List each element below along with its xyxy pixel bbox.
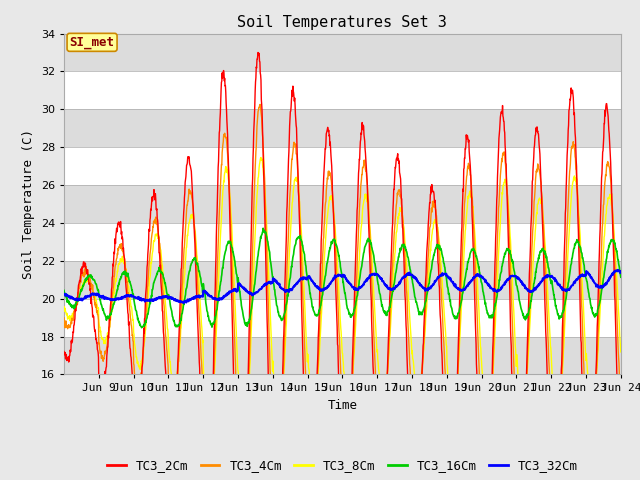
Bar [64, 299, 621, 336]
Text: SI_met: SI_met [70, 36, 115, 49]
Title: Soil Temperatures Set 3: Soil Temperatures Set 3 [237, 15, 447, 30]
X-axis label: Time: Time [328, 399, 357, 412]
Bar [64, 109, 621, 147]
Bar [64, 72, 621, 109]
Y-axis label: Soil Temperature (C): Soil Temperature (C) [22, 129, 35, 279]
Bar [64, 147, 621, 185]
Bar [64, 261, 621, 299]
Bar [64, 34, 621, 72]
Legend: TC3_2Cm, TC3_4Cm, TC3_8Cm, TC3_16Cm, TC3_32Cm: TC3_2Cm, TC3_4Cm, TC3_8Cm, TC3_16Cm, TC3… [102, 454, 583, 477]
Bar [64, 223, 621, 261]
Bar [64, 185, 621, 223]
Bar [64, 336, 621, 374]
